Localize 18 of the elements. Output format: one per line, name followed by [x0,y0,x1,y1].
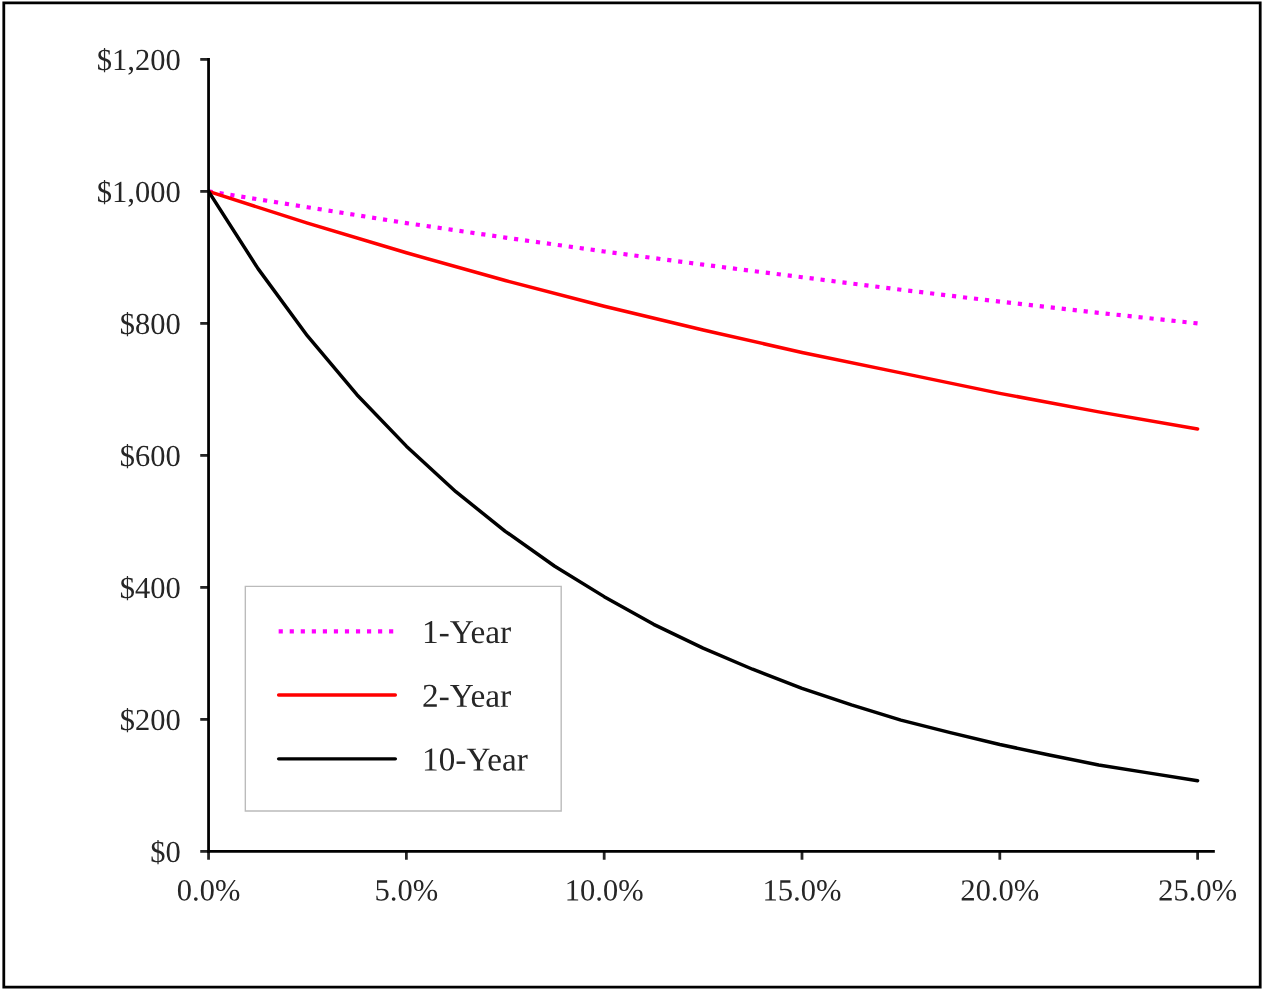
y-tick-label: $1,200 [98,47,180,75]
line-series [208,189,1200,326]
y-tick-label: $400 [120,575,180,601]
x-tick-label: 5.0% [376,880,438,901]
y-tick-label: $200 [120,707,180,733]
y-tick-label: $1,000 [98,179,180,207]
legend-label: 2-Year [423,684,511,708]
legend-label: 10-Year [424,748,528,771]
y-tick-label: $0 [151,839,180,865]
line-series [208,189,1200,431]
x-tick-label: 20.0% [961,880,1039,901]
legend-label: 1-Year [424,621,511,644]
x-tick-label: 25.0% [1159,880,1237,901]
x-tick-label: 0.0% [177,880,240,901]
x-tick-label: 10.0% [567,880,643,901]
x-tick-label: 15.0% [765,880,841,901]
y-tick-label: $800 [120,311,180,337]
y-tick-label: $600 [120,443,180,469]
